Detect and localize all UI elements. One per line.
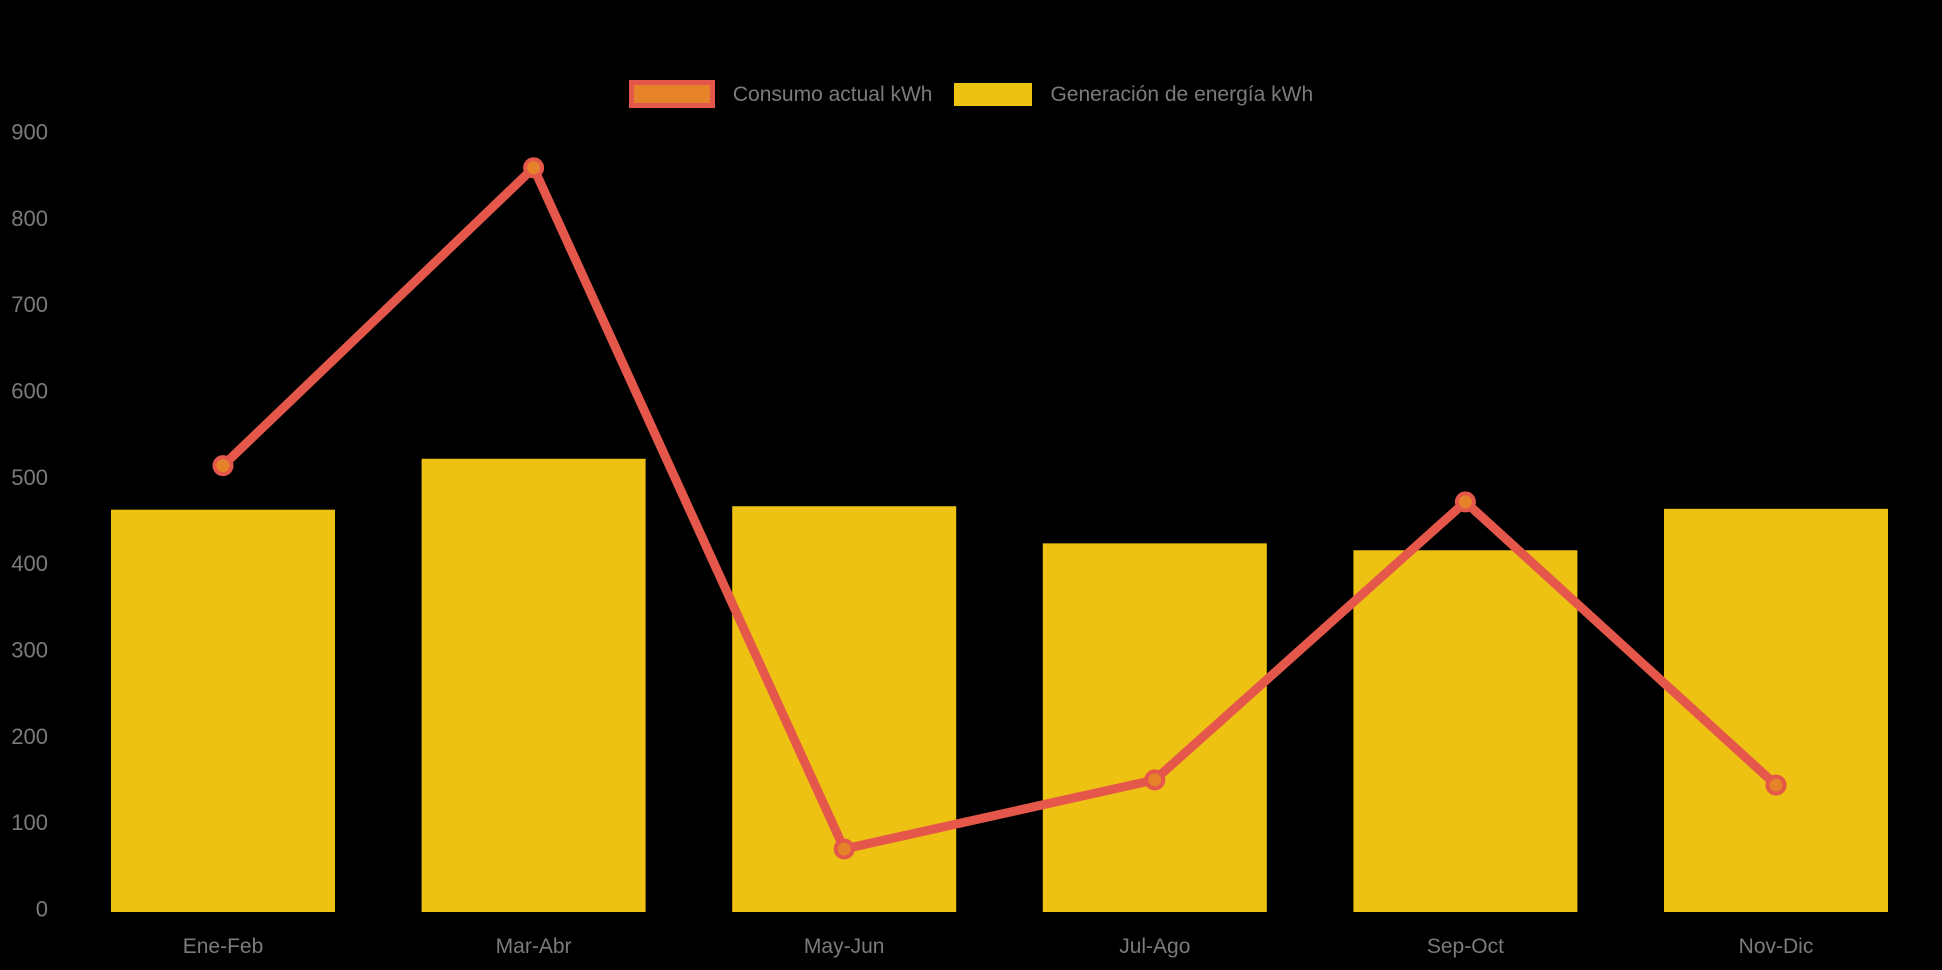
point-consumo[interactable] (1144, 769, 1166, 791)
y-axis-tick-label: 100 (11, 810, 48, 835)
y-axis-tick-label: 500 (11, 465, 48, 490)
chart-legend: Consumo actual kWh Generación de energía… (0, 80, 1942, 108)
y-axis-tick-label: 400 (11, 551, 48, 576)
bar-generacion[interactable] (421, 458, 646, 912)
y-axis-tick-label: 200 (11, 724, 48, 749)
x-axis-category-label: May-Jun (804, 935, 885, 958)
y-axis-tick-label: 0 (36, 897, 48, 922)
x-axis-category-label: Sep-Oct (1427, 935, 1504, 958)
x-axis-category-label: Jul-Ago (1119, 935, 1190, 958)
x-axis-category-label: Nov-Dic (1739, 935, 1814, 958)
y-axis-tick-label: 800 (11, 206, 48, 231)
legend-item-consumo[interactable]: Consumo actual kWh (628, 80, 933, 108)
bar-generacion[interactable] (1042, 543, 1267, 912)
y-axis-tick-label: 600 (11, 379, 48, 404)
bar-generacion[interactable] (111, 509, 335, 912)
x-axis-category-label: Mar-Abr (496, 935, 572, 958)
y-axis-tick-label: 300 (11, 638, 48, 663)
generacion-bar-swatch-icon (954, 82, 1033, 106)
bar-generacion[interactable] (1353, 550, 1578, 912)
y-axis-tick-label: 900 (11, 120, 48, 145)
point-consumo[interactable] (212, 455, 234, 477)
line-consumo (218, 163, 1781, 854)
x-axis-category-label: Ene-Feb (183, 935, 264, 958)
point-consumo[interactable] (523, 157, 545, 179)
point-consumo[interactable] (1454, 491, 1476, 513)
legend-label-generacion: Generación de energía kWh (1050, 82, 1314, 106)
y-axis-tick-label: 700 (11, 292, 48, 317)
bar-generacion[interactable] (1664, 508, 1888, 912)
legend-item-generacion[interactable]: Generación de energía kWh (954, 82, 1314, 106)
point-consumo[interactable] (833, 838, 855, 860)
point-consumo[interactable] (1765, 774, 1787, 796)
consumo-line-swatch-icon (628, 80, 715, 108)
legend-label-consumo: Consumo actual kWh (732, 82, 933, 106)
